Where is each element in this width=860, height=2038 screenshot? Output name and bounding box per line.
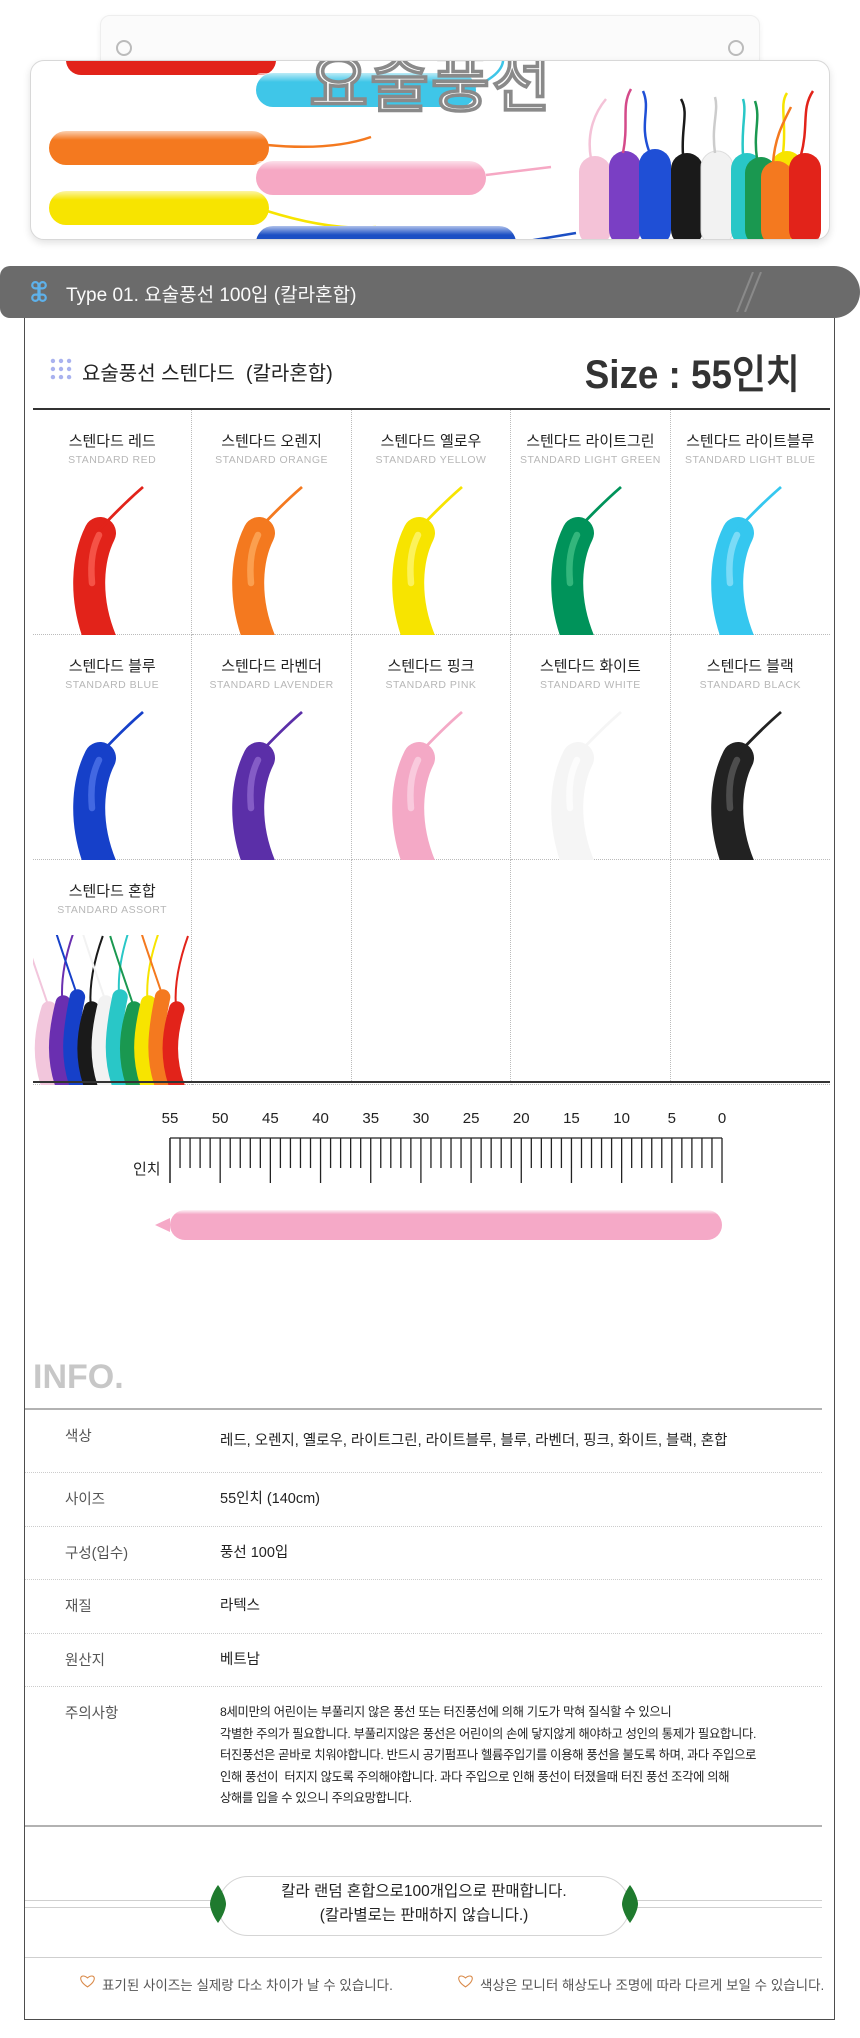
- svg-text:55: 55: [162, 1110, 179, 1127]
- svg-text:30: 30: [413, 1110, 430, 1127]
- svg-text:45: 45: [262, 1110, 279, 1127]
- svg-text:40: 40: [312, 1110, 329, 1127]
- svg-text:5: 5: [668, 1110, 676, 1127]
- svg-text:35: 35: [362, 1110, 379, 1127]
- svg-text:10: 10: [613, 1110, 630, 1127]
- svg-text:50: 50: [212, 1110, 229, 1127]
- svg-text:25: 25: [463, 1110, 480, 1127]
- svg-text:0: 0: [718, 1110, 726, 1127]
- svg-text:20: 20: [513, 1110, 530, 1127]
- svg-text:15: 15: [563, 1110, 580, 1127]
